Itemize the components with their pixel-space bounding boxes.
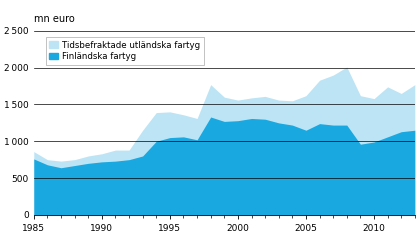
- Text: mn euro: mn euro: [34, 14, 75, 24]
- Legend: Tidsbefraktade utländska fartyg, Finländska fartyg: Tidsbefraktade utländska fartyg, Finländ…: [46, 37, 204, 64]
